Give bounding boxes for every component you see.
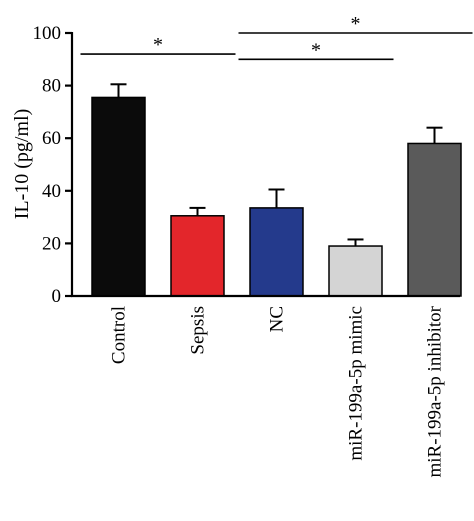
x-tick-label: Sepsis [188, 306, 209, 355]
y-tick-label: 0 [52, 286, 62, 307]
x-tick-label: miR-199a-5p mimic [346, 306, 367, 461]
error-bars [110, 83, 443, 247]
y-tick-label: 80 [42, 76, 61, 97]
y-axis: 0 20 40 60 80 100 [33, 23, 74, 307]
y-tick-label: 60 [42, 128, 61, 149]
x-axis: Control Sepsis NC miR-199a-5p mimic miR-199a… [71, 294, 460, 478]
y-tick-label: 40 [42, 181, 61, 202]
x-tick-label: NC [267, 306, 288, 332]
bar-4 [407, 142, 462, 297]
significance-annotations: * * * [80, 13, 473, 61]
significance-star: * [351, 13, 361, 35]
bar-3 [328, 245, 383, 297]
significance-star: * [311, 39, 321, 61]
bar-0 [91, 96, 146, 297]
x-tick-label: Control [109, 306, 130, 364]
x-tick-label: miR-199a-5p inhibitor [425, 305, 446, 477]
y-tick-label: 20 [42, 233, 61, 254]
bar-2 [249, 207, 304, 297]
y-tick-label: 100 [33, 23, 62, 44]
y-axis-label: IL-10 (pg/ml) [11, 109, 33, 220]
significance-star: * [153, 34, 163, 56]
bar-1 [170, 215, 225, 297]
